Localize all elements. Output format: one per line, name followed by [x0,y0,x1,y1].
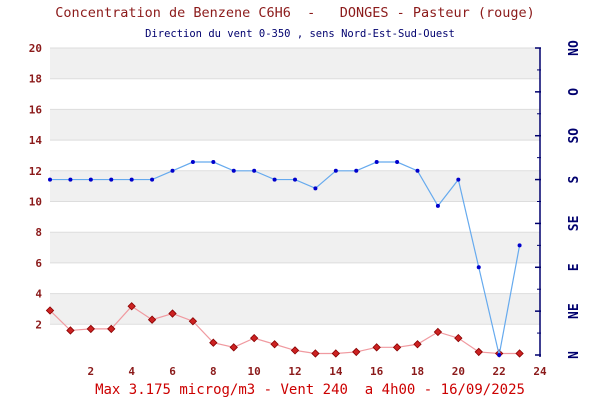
wind-direction-point [374,160,379,165]
benzene-line [49,305,520,355]
y-tick-label: 16 [29,103,43,116]
plot-band [50,293,540,325]
wind-direction-point [252,168,257,173]
benzene-point [454,333,463,343]
chart-subtitle: Direction du vent 0-350 , sens Nord-Est-… [145,28,455,40]
wind-direction-point [293,177,297,182]
benzene-point [229,343,238,352]
wind-direction-point [354,168,359,173]
right-axis-label: SO [567,128,582,144]
wind-direction-point [211,160,216,165]
y-tick-label: 20 [29,42,42,55]
benzene-point [127,302,136,311]
benzene-point [168,309,177,318]
benzene-point [66,326,75,335]
x-tick-label: 10 [248,365,261,378]
wind-direction-point [435,203,440,208]
benzene-point [413,340,422,349]
x-tick-label: 24 [533,365,547,378]
x-tick-label: 14 [329,365,343,378]
benzene-point [352,347,361,357]
wind-direction-point [88,177,93,182]
right-axis-label: SE [567,216,582,232]
benzene-point [45,306,55,315]
benzene-point [188,317,198,326]
y-tick-label: 8 [35,226,42,239]
x-tick-label: 16 [370,365,384,378]
plot-band [50,140,540,171]
chart-footer: Max 3.175 microg/m3 - Vent 240 a 4h00 - … [95,382,525,398]
x-tick-label: 8 [210,365,217,378]
x-tick-label: 2 [88,365,95,378]
wind-direction-point [109,177,114,182]
y-tick-label: 4 [35,288,42,301]
benzene-point [209,338,218,347]
plot-band [50,109,540,141]
right-axis-label: N [567,351,582,359]
benzene-point [147,315,157,324]
benzene-point [250,333,259,343]
plot-band [50,170,540,202]
wind-direction-point [476,265,481,270]
plot-band [50,48,540,79]
y-tick-label: 12 [29,165,42,178]
right-axis-label: E [567,263,582,271]
right-axis-label: O [567,88,582,96]
y-tick-label: 18 [29,73,42,86]
wind-direction-point [456,177,461,182]
x-tick-label: 22 [493,365,506,378]
y-tick-label: 14 [29,134,43,147]
wind-direction-point [415,168,420,173]
wind-direction-point [272,177,277,182]
x-tick-label: 18 [411,365,424,378]
benzene-point [331,349,340,358]
x-tick-label: 12 [288,365,301,378]
right-axis-label: NO [567,40,582,56]
wind-direction-point [497,353,502,357]
wind-direction-point [150,177,155,182]
x-tick-label: 20 [452,365,465,378]
benzene-point [290,346,300,355]
plot-band [50,201,540,233]
benzene-point [107,324,116,334]
benzene-point [515,349,524,358]
plot-band [50,262,540,294]
y-tick-label: 2 [35,318,42,331]
wind-direction-point [190,160,195,165]
wind-direction-point [170,168,175,173]
plot-band [50,232,540,263]
benzene-point [372,343,381,352]
benzene-point [311,349,320,358]
wind-direction-point [231,168,236,173]
right-axis-label: S [567,175,582,183]
wind-direction-point [313,186,318,191]
wind-direction-point [129,177,134,182]
benzene-point [433,327,443,337]
wind-direction-point [395,160,400,165]
plot-band [50,78,540,110]
wind-direction-point [68,177,73,182]
wind-direction-point [48,177,52,182]
x-tick-label: 4 [128,365,135,378]
chart-title: Concentration de Benzene C6H6 - DONGES -… [55,5,535,21]
benzene-point [86,324,95,334]
benzene-point [270,340,279,349]
right-axis-label: NE [567,303,582,319]
wind-direction-point [333,168,338,173]
y-tick-label: 6 [35,257,42,270]
benzene-point [474,347,483,357]
x-tick-label: 6 [169,365,176,378]
y-tick-label: 10 [29,196,42,209]
wind-direction-point [517,243,522,248]
benzene-point [392,343,402,352]
wind-direction-line [50,161,521,356]
